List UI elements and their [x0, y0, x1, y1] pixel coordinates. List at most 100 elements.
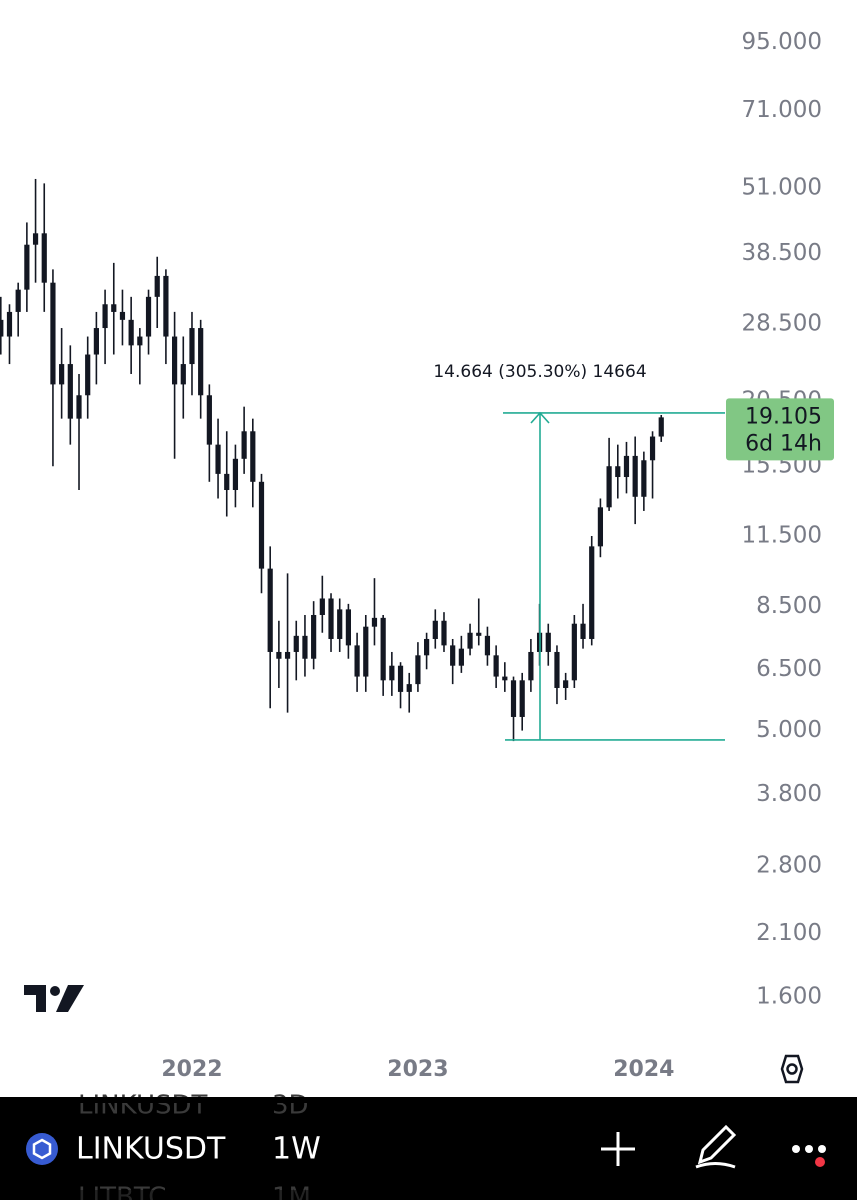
candle-body	[493, 655, 499, 677]
candle-body	[615, 466, 621, 478]
candle-body	[606, 466, 612, 508]
x-tick-label: 2024	[613, 1057, 674, 1082]
prev-symbol: LINKUSDT	[78, 1091, 208, 1121]
candle-body	[206, 395, 212, 445]
add-button[interactable]	[601, 1132, 635, 1166]
candle-body	[580, 623, 586, 639]
symbol[interactable]: LINKUSDT	[76, 1132, 226, 1167]
candle-body	[354, 645, 360, 677]
candle-body	[250, 431, 256, 482]
x-tick-label: 2023	[387, 1057, 448, 1082]
candle-body	[6, 311, 13, 337]
y-tick-label: 8.500	[756, 593, 822, 619]
candle-body	[85, 354, 91, 396]
candle-body	[24, 244, 30, 290]
candle-body	[0, 319, 4, 337]
interval[interactable]: 1W	[272, 1132, 321, 1167]
candle-body	[328, 598, 334, 639]
candle-body	[67, 364, 73, 419]
candle-body	[397, 665, 404, 692]
y-tick-label: 2.100	[756, 920, 822, 946]
candle-body	[111, 304, 117, 312]
candle-body	[476, 632, 482, 636]
candle-body	[441, 620, 447, 646]
candle-body	[519, 680, 525, 717]
candle-body	[119, 311, 126, 320]
draw-button[interactable]	[695, 1124, 737, 1169]
candle-body	[632, 455, 638, 497]
y-tick-label: 28.500	[742, 310, 822, 336]
candle-body	[554, 651, 560, 688]
y-tick-label: 1.600	[756, 983, 822, 1009]
candle-body	[484, 635, 491, 656]
candle-body	[389, 665, 395, 681]
y-tick-label: 3.800	[756, 781, 822, 807]
candle-body	[467, 632, 473, 649]
measure-label: 14.664 (305.30%) 14664	[433, 362, 646, 382]
candle-body	[102, 304, 108, 329]
candle-body	[215, 444, 221, 474]
candle-body	[145, 296, 152, 337]
candle-body	[76, 395, 82, 419]
symbol-icon[interactable]	[26, 1133, 58, 1165]
y-tick-label: 11.500	[742, 522, 822, 548]
candle-body	[180, 364, 186, 385]
candle-body	[137, 336, 143, 346]
candle-body	[432, 620, 438, 639]
candle-body	[571, 623, 577, 681]
candle-body	[172, 336, 178, 385]
candle-body	[406, 684, 412, 692]
next-interval: 1M	[272, 1183, 311, 1200]
last-price-box	[726, 398, 834, 461]
measure-arrow-head	[530, 411, 550, 424]
candle-body	[319, 598, 325, 615]
candle-body	[337, 609, 343, 639]
y-tick-label: 5.000	[756, 717, 822, 743]
more-button[interactable]	[792, 1145, 826, 1167]
candle-body	[241, 431, 247, 459]
candle-body	[371, 617, 378, 627]
candle-body	[59, 364, 65, 385]
y-tick-label: 51.000	[742, 174, 822, 200]
candle-body	[424, 638, 430, 656]
candle-body	[658, 417, 664, 437]
y-tick-label: 6.500	[756, 656, 822, 682]
candle-body	[128, 319, 134, 346]
logo	[24, 985, 84, 1012]
candle-body	[93, 328, 99, 355]
candle-body	[267, 568, 273, 652]
candle-body	[311, 614, 317, 659]
next-symbol: LITBTC	[78, 1183, 166, 1200]
y-tick-label: 2.800	[756, 853, 822, 879]
candle-body	[363, 626, 369, 677]
candle-body	[510, 680, 517, 717]
candle-body	[163, 275, 169, 337]
x-tick-label: 2022	[161, 1057, 222, 1082]
prev-interval: 3D	[272, 1091, 309, 1121]
candle-body	[154, 275, 160, 297]
candle-body	[345, 609, 351, 646]
candle-body	[597, 507, 604, 547]
candle-body	[623, 455, 630, 478]
candle-body	[32, 233, 39, 245]
candle-body	[189, 328, 195, 365]
plot: 95.00071.00051.00038.50028.50020.50015.5…	[0, 29, 834, 1082]
y-tick-label: 71.000	[742, 97, 822, 123]
candle-body	[284, 651, 291, 659]
candle-body	[641, 460, 647, 497]
y-tick-label: 95.000	[742, 29, 822, 55]
candle-body	[224, 473, 230, 491]
candle-body	[276, 651, 282, 659]
candle-body	[293, 635, 299, 652]
candle-body	[15, 289, 21, 312]
candle-body	[302, 635, 308, 659]
settings-icon[interactable]	[780, 1054, 804, 1084]
candle-body	[545, 632, 551, 652]
candle-body	[528, 651, 534, 681]
candle-body	[458, 648, 464, 666]
candle-body	[41, 233, 47, 283]
candle-body	[649, 436, 656, 461]
candle-body	[232, 458, 239, 491]
